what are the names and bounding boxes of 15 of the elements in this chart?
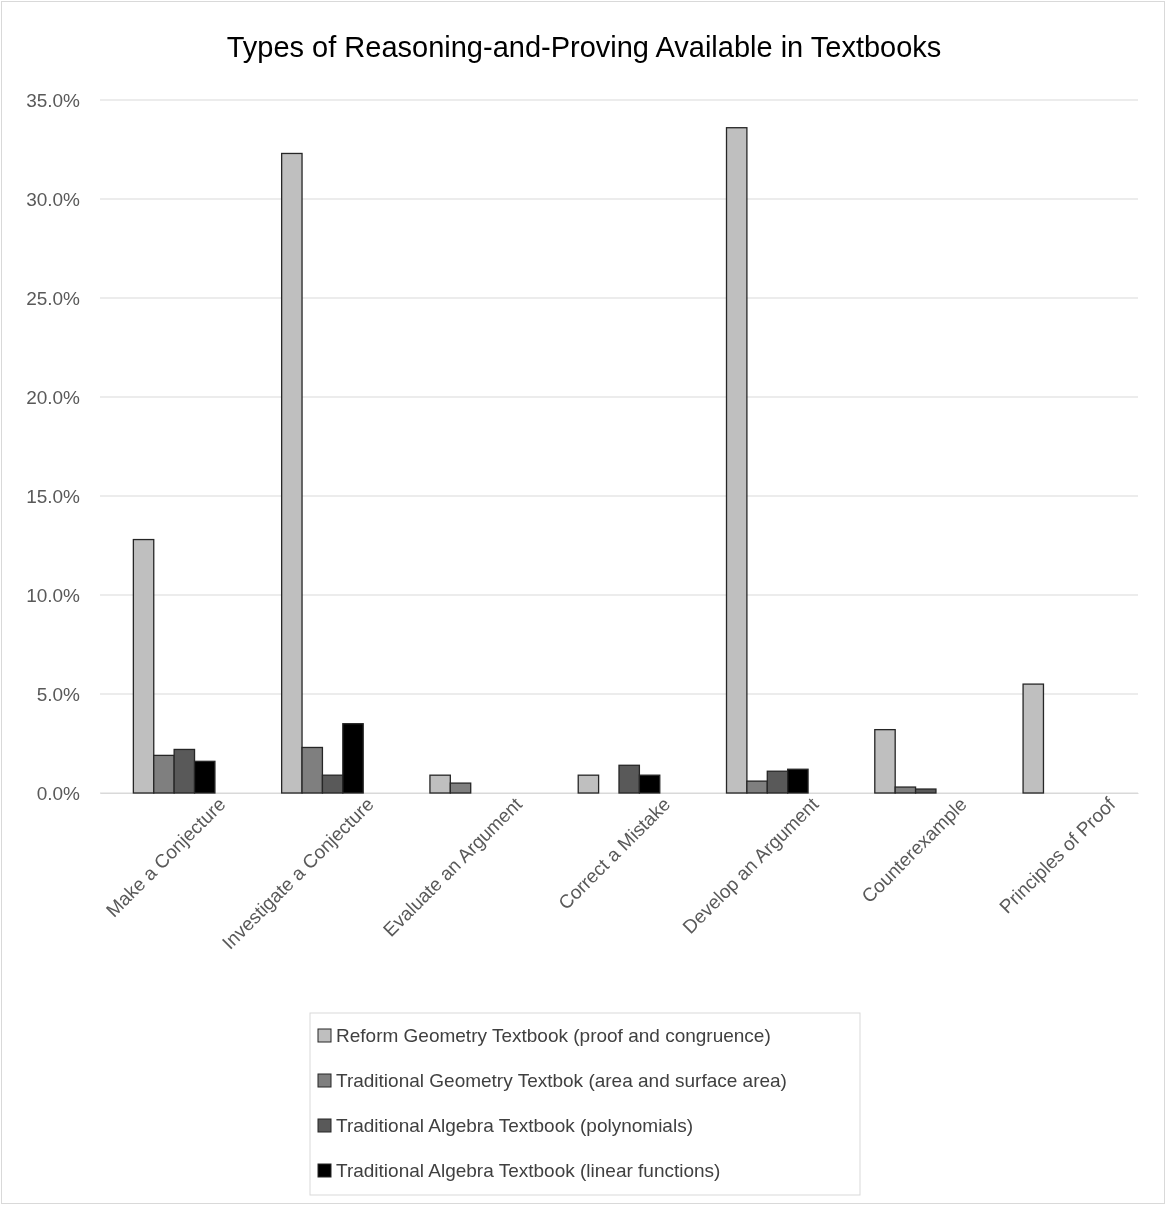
legend-label: Traditional Geometry Textbok (area and surface area) <box>336 1070 787 1091</box>
y-tick-label: 10.0% <box>26 584 81 606</box>
bar <box>1022 683 1045 794</box>
legend-label: Traditional Algebra Textbook (polynomials) <box>336 1115 693 1136</box>
y-tick-label: 30.0% <box>26 188 81 210</box>
y-tick-label: 25.0% <box>26 287 81 309</box>
y-tick-label: 20.0% <box>26 386 81 408</box>
y-tick-label: 5.0% <box>36 683 81 705</box>
legend-label: Traditional Algebra Textbook (linear functions) <box>336 1160 721 1181</box>
chart-title: Types of Reasoning-and-Proving Available in Textbooks <box>226 31 942 63</box>
y-tick-label: 15.0% <box>26 485 81 507</box>
bar <box>577 774 600 794</box>
legend-label: Reform Geometry Textbook (proof and congruence) <box>336 1025 771 1046</box>
y-tick-label: 35.0% <box>26 89 81 111</box>
y-tick-label: 0.0% <box>36 782 81 804</box>
